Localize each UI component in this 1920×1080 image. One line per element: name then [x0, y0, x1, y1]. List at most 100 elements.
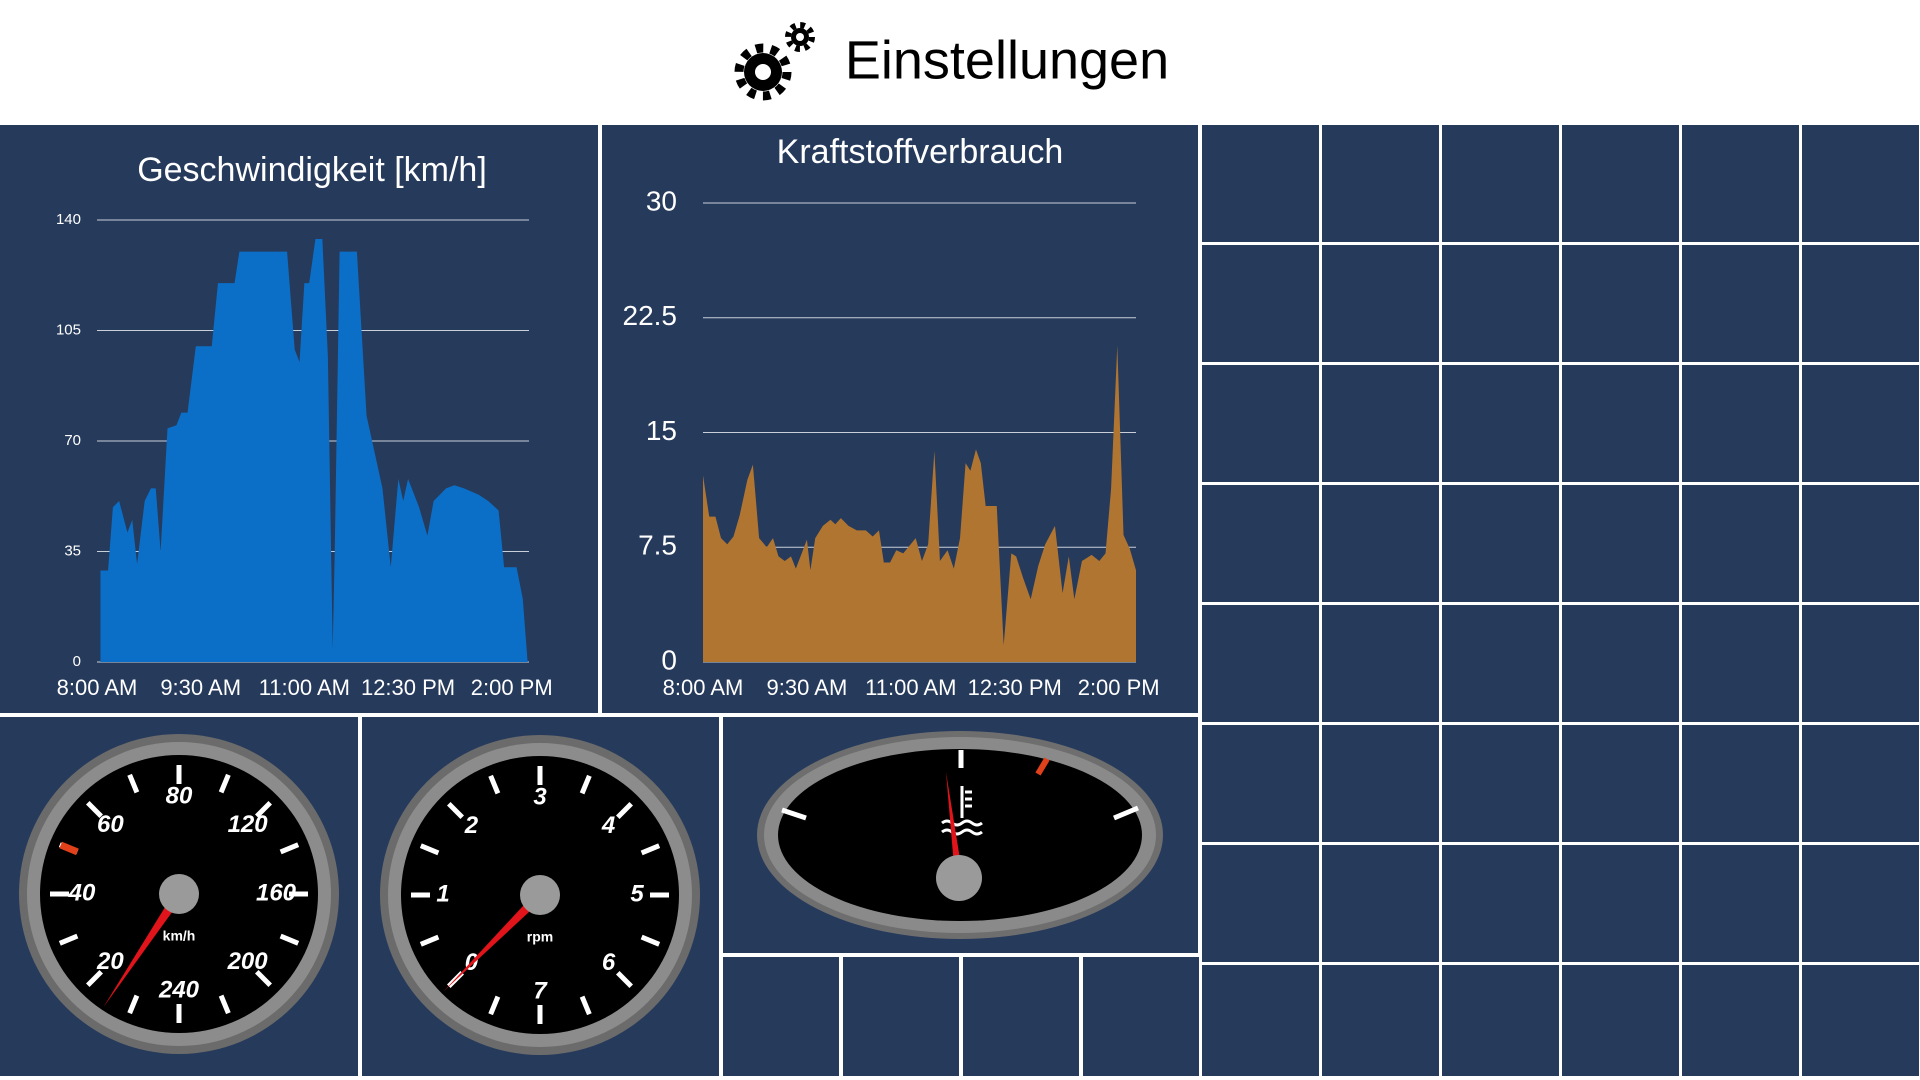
- gauge-needle: [443, 891, 544, 992]
- y-tick-label: 15: [646, 415, 677, 446]
- gauge-label: 160: [256, 879, 297, 906]
- gear-small-hole: [796, 33, 804, 41]
- gauge-tick: [616, 971, 633, 988]
- y-tick-label: 140: [56, 211, 81, 228]
- gauge-tick: [58, 933, 79, 946]
- gauge-label: 120: [228, 811, 269, 838]
- chart-title: Geschwindigkeit [km/h]: [137, 151, 487, 189]
- gauge-label: 4: [601, 812, 615, 839]
- gauge-tick: [579, 774, 592, 795]
- gauge-label: 200: [227, 948, 269, 975]
- gauge-tick: [781, 807, 807, 821]
- panel: [1802, 485, 1919, 602]
- gauge-label: 3: [533, 783, 547, 810]
- panel: [1562, 845, 1679, 962]
- panel: [1562, 605, 1679, 722]
- gauge-tick: [255, 801, 272, 818]
- x-tick-label: 9:30 AM: [767, 675, 848, 700]
- panel: [1682, 725, 1799, 842]
- panel: [1202, 965, 1319, 1080]
- panel: [1802, 245, 1919, 362]
- panel: [1682, 965, 1799, 1080]
- panel: [1802, 845, 1919, 962]
- gauge-tick: [255, 970, 272, 987]
- gauge-needle: [946, 772, 963, 878]
- y-tick-label: 30: [646, 185, 677, 216]
- gauge-label: 6: [602, 949, 616, 976]
- panel: [1322, 485, 1439, 602]
- panel: [723, 957, 839, 1077]
- gauge-tick: [419, 934, 440, 947]
- panel: [1202, 245, 1319, 362]
- panel: [1562, 965, 1679, 1080]
- gauge-knob: [159, 874, 199, 914]
- y-tick-label: 70: [64, 432, 81, 449]
- x-tick-label: 9:30 AM: [160, 675, 241, 700]
- gauge-tick: [218, 994, 231, 1015]
- y-tick-label: 35: [64, 542, 81, 559]
- gauge-red-tick: [1035, 757, 1050, 776]
- panel: [1802, 125, 1919, 242]
- panel: [1442, 485, 1559, 602]
- gauge-label: 40: [68, 879, 96, 906]
- x-tick-label: 11:00 AM: [865, 675, 956, 700]
- charts: Geschwindigkeit [km/h] 0 35 70 105 140 8:00 AM…: [56, 133, 1160, 700]
- panel: [1682, 605, 1799, 722]
- x-tick-label: 12:30 PM: [968, 675, 1062, 700]
- gauge-label: 1: [436, 880, 449, 907]
- panel: [1202, 845, 1319, 962]
- panel: [1562, 245, 1679, 362]
- gauge-label: 20: [96, 948, 124, 975]
- panel: [1562, 125, 1679, 242]
- gauge-face: [778, 749, 1142, 921]
- gauge-tick: [279, 842, 300, 855]
- x-tick-label: 8:00 AM: [57, 675, 138, 700]
- panel: [1682, 485, 1799, 602]
- gauge-label: 60: [97, 811, 124, 838]
- page-title[interactable]: Einstellungen: [845, 30, 1169, 90]
- gauge-tick: [488, 995, 501, 1016]
- panel: [1562, 485, 1679, 602]
- gauge-tick: [218, 773, 231, 794]
- panel: [1202, 485, 1319, 602]
- x-tick-label: 8:00 AM: [663, 675, 744, 700]
- panel: [1442, 605, 1559, 722]
- gauge-unit: km/h: [163, 928, 196, 944]
- panel: [1562, 365, 1679, 482]
- panel: [1802, 365, 1919, 482]
- gauge-tick: [127, 773, 140, 794]
- area: [703, 345, 1136, 662]
- bottom-bar: [0, 1076, 1920, 1080]
- gauge-label: 80: [166, 782, 193, 809]
- y-tick-label: 0: [661, 644, 677, 675]
- panel: [1442, 365, 1559, 482]
- y-tick-label: 7.5: [638, 530, 677, 561]
- gauge-tick: [127, 994, 140, 1015]
- panel: [843, 957, 959, 1077]
- panel: [1442, 245, 1559, 362]
- gauge-label: 2: [464, 812, 479, 839]
- panel: [963, 957, 1079, 1077]
- gauge-label: 7: [533, 977, 548, 1004]
- gauge-tick: [640, 843, 661, 856]
- panel: [1442, 125, 1559, 242]
- panel: [1322, 845, 1439, 962]
- gauge-tick: [447, 802, 464, 819]
- panel: [1802, 725, 1919, 842]
- panel: [1202, 125, 1319, 242]
- panel: [1322, 125, 1439, 242]
- gauge-knob: [936, 855, 982, 901]
- panel: [1442, 845, 1559, 962]
- panel: [1202, 605, 1319, 722]
- panel: [1682, 245, 1799, 362]
- panel: [1682, 365, 1799, 482]
- panel: [1562, 725, 1679, 842]
- gauge-knob: [520, 875, 560, 915]
- panel: [1682, 125, 1799, 242]
- x-tick-label: 11:00 AM: [259, 675, 350, 700]
- panel: [1682, 845, 1799, 962]
- settings-icon[interactable]: [734, 22, 815, 101]
